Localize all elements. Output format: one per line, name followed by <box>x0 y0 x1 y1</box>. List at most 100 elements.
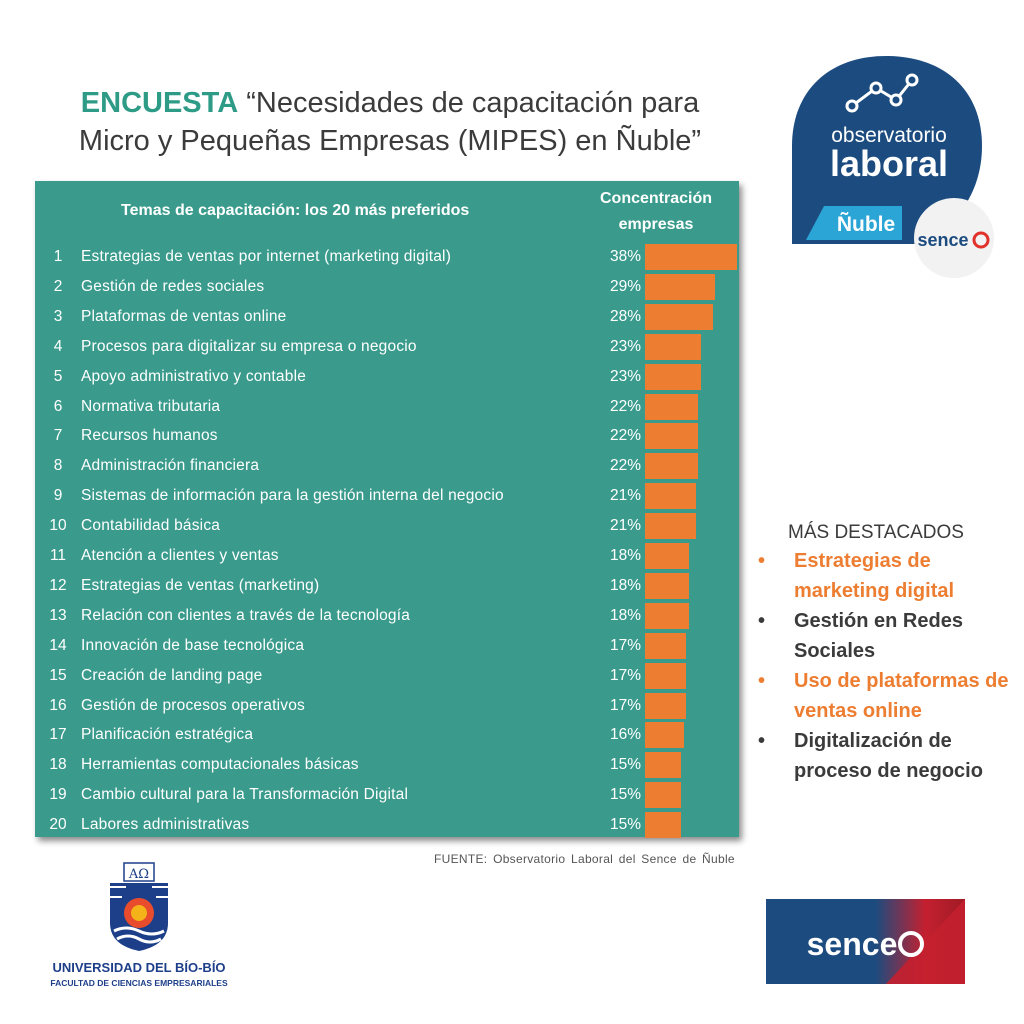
title-line2: Micro y Pequeñas Empresas (MIPES) en Ñub… <box>78 125 702 157</box>
row-percentage: 16% <box>609 726 641 744</box>
observatorio-text-line1: observatorio <box>831 124 947 147</box>
row-percentage: 15% <box>609 786 641 804</box>
row-percentage: 17% <box>609 636 641 654</box>
row-topic: Estrategias de ventas (marketing) <box>81 576 320 594</box>
bullet-icon: • <box>758 730 766 752</box>
row-percentage: 15% <box>609 756 641 774</box>
table-row: 15 Creación de landing page 17% <box>35 661 739 691</box>
row-rank: 18 <box>49 756 67 774</box>
table-row: 9 Sistemas de información para la gestión… <box>35 481 739 511</box>
row-rank: 12 <box>49 576 67 594</box>
highlight-text: Uso de plataformas de ventas online <box>794 670 1009 722</box>
header-value-line2: empresas <box>618 216 694 233</box>
highlight-text: Gestión en Redes Sociales <box>794 610 963 662</box>
row-bar <box>645 572 689 599</box>
row-percentage: 17% <box>609 666 641 684</box>
row-bar <box>645 602 689 629</box>
university-logo: AΩ UNIVERSIDAD DEL BÍO-BÍO FACULTAD DE C… <box>36 857 242 997</box>
row-percentage: 22% <box>609 397 641 415</box>
table-row: 8 Administración financiera 22% <box>35 451 739 481</box>
university-crest-icon: AΩ <box>110 862 168 951</box>
row-bar <box>645 692 687 719</box>
row-percentage: 22% <box>609 427 641 445</box>
row-bar <box>645 393 699 420</box>
table-row: 6 Normativa tributaria 22% <box>35 392 739 422</box>
row-topic: Innovación de base tecnológica <box>81 636 305 654</box>
row-percentage: 21% <box>609 517 641 535</box>
observatorio-region: Ñuble <box>837 213 895 236</box>
row-bar <box>645 483 696 510</box>
sence-small-text: sence <box>917 230 968 250</box>
row-bar <box>645 543 689 569</box>
table-row: 12 Estrategias de ventas (marketing) 18% <box>35 571 739 601</box>
row-percentage: 23% <box>609 337 641 355</box>
table-row: 4 Procesos para digitalizar su empresa o … <box>35 332 739 362</box>
table-row: 11 Atención a clientes y ventas 18% <box>35 541 739 571</box>
table-row: 19 Cambio cultural para la Transformación… <box>35 780 739 810</box>
table-row: 13 Relación con clientes a través de la t… <box>35 601 739 631</box>
row-bar <box>645 782 682 809</box>
row-bar <box>645 303 713 330</box>
row-bar <box>645 423 699 450</box>
row-topic: Planificación estratégica <box>81 726 254 744</box>
row-rank: 14 <box>49 636 67 654</box>
row-rank: 3 <box>53 307 63 325</box>
row-bar <box>645 662 687 689</box>
table-row: 20 Labores administrativas 15% <box>35 810 739 840</box>
row-bar <box>645 752 682 779</box>
table-row: 16 Gestión de procesos operativos 17% <box>35 691 739 721</box>
row-rank: 7 <box>53 427 63 445</box>
row-rank: 9 <box>53 487 63 505</box>
highlight-item: • Estrategias de marketing digital <box>758 546 1018 606</box>
highlights-title: MÁS DESTACADOS <box>788 522 964 543</box>
table-row: 17 Planificación estratégica 16% <box>35 720 739 750</box>
row-rank: 17 <box>49 726 67 744</box>
row-rank: 13 <box>49 606 67 624</box>
row-bar <box>645 363 701 390</box>
row-rank: 10 <box>49 517 67 535</box>
row-rank: 2 <box>53 277 63 295</box>
row-rank: 19 <box>49 786 67 804</box>
row-percentage: 15% <box>609 816 641 834</box>
table-row: 7 Recursos humanos 22% <box>35 421 739 451</box>
row-bar <box>645 632 687 659</box>
bullet-icon: • <box>758 670 766 692</box>
row-percentage: 18% <box>609 547 641 564</box>
row-rank: 5 <box>53 367 63 385</box>
table-row: 3 Plataformas de ventas online 28% <box>35 302 739 332</box>
page-title: ENCUESTA “Necesidades de capacitación pa… <box>40 84 740 160</box>
row-topic: Gestión de redes sociales <box>81 277 265 295</box>
sence-swirl-icon <box>898 931 924 957</box>
row-bar <box>645 722 684 749</box>
highlight-item: • Uso de plataformas de ventas online <box>758 666 1018 726</box>
sence-large-text: sence <box>807 926 898 962</box>
bullet-icon: • <box>758 550 766 572</box>
header-concentration: Concentración empresas <box>583 186 729 238</box>
row-percentage: 18% <box>609 576 641 594</box>
row-rank: 11 <box>49 547 67 564</box>
sence-small-swirl-icon <box>972 231 990 249</box>
observatorio-text-line2: laboral <box>830 143 948 184</box>
row-percentage: 22% <box>609 457 641 475</box>
table-row: 2 Gestión de redes sociales 29% <box>35 272 739 302</box>
ranking-table: Temas de capacitación: los 20 más prefer… <box>35 181 739 840</box>
row-topic: Administración financiera <box>81 457 260 475</box>
table-row: 18 Herramientas computacionales básicas 15… <box>35 750 739 780</box>
row-bar <box>645 273 716 300</box>
source-note: FUENTE: Observatorio Laboral del Sence d… <box>434 852 735 866</box>
row-topic: Procesos para digitalizar su empresa o n… <box>81 337 417 355</box>
observatorio-laboral-logo: observatorio laboral Ñuble sence <box>792 56 994 278</box>
row-rank: 1 <box>53 248 63 265</box>
header-value-line1: Concentración <box>599 190 712 207</box>
row-bar <box>645 333 701 360</box>
row-topic: Labores administrativas <box>81 816 250 834</box>
row-bar <box>645 453 699 480</box>
row-percentage: 28% <box>609 307 641 325</box>
highlight-text: Digitalización de proceso de negocio <box>794 730 983 782</box>
row-rank: 15 <box>49 666 67 684</box>
row-percentage: 23% <box>609 367 641 385</box>
university-faculty: FACULTAD DE CIENCIAS EMPRESARIALES <box>50 978 228 988</box>
row-topic: Estrategias de ventas por internet (mark… <box>81 248 452 265</box>
university-name: UNIVERSIDAD DEL BÍO-BÍO <box>52 960 226 975</box>
row-topic: Cambio cultural para la Transformación D… <box>81 786 409 804</box>
